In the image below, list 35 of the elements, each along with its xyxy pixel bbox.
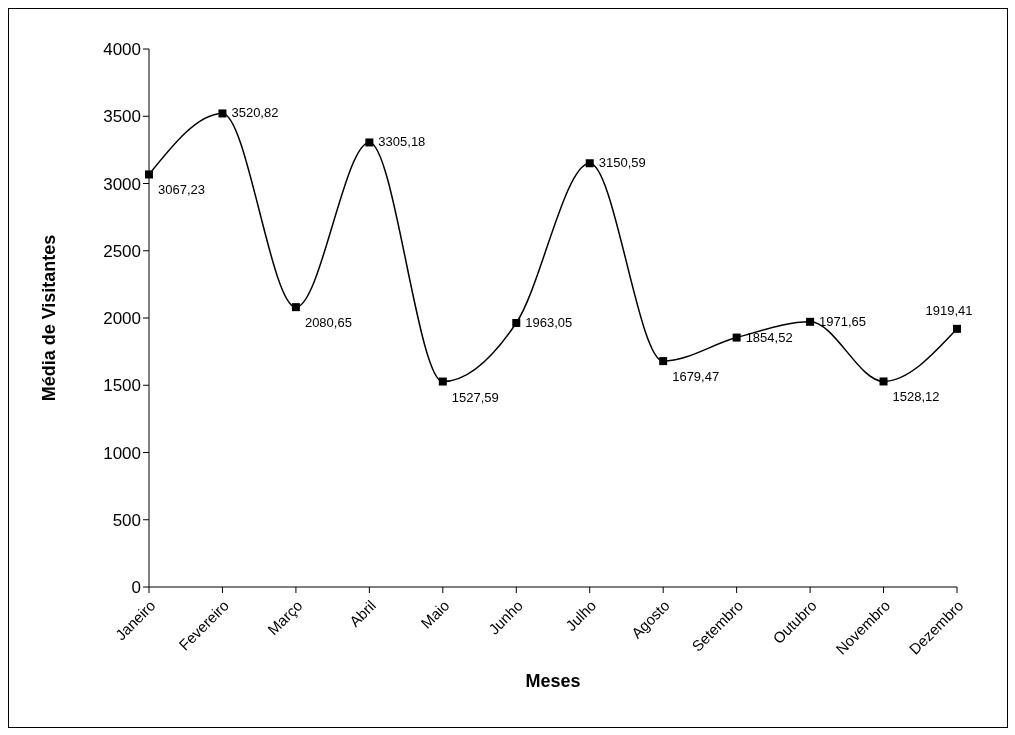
data-label: 1527,59 bbox=[451, 389, 499, 405]
x-axis-title: Meses bbox=[525, 671, 581, 691]
y-axis-title: Média de Visitantes bbox=[39, 234, 60, 402]
data-label: 1679,47 bbox=[672, 369, 720, 385]
point bbox=[806, 317, 815, 326]
y-tick-label: 3500 bbox=[103, 107, 141, 127]
data-label: 1919,41 bbox=[925, 302, 973, 318]
data-label: 3150,59 bbox=[598, 155, 646, 171]
point bbox=[732, 333, 741, 342]
point bbox=[659, 357, 668, 366]
data-label: 1971,65 bbox=[819, 313, 867, 329]
point bbox=[291, 303, 300, 312]
point bbox=[365, 138, 374, 147]
point bbox=[438, 377, 447, 386]
point bbox=[218, 109, 227, 118]
data-label: 1528,12 bbox=[892, 389, 940, 405]
point bbox=[145, 170, 153, 179]
point bbox=[585, 159, 594, 168]
y-tick-label: 4000 bbox=[103, 40, 141, 60]
y-tick-label: 1000 bbox=[103, 443, 141, 463]
y-tick-label: 1500 bbox=[103, 376, 141, 396]
data-label: 1854,52 bbox=[745, 329, 793, 345]
y-tick-label: 2000 bbox=[103, 309, 141, 329]
y-tick-label: 500 bbox=[112, 510, 141, 530]
data-label: 3520,82 bbox=[231, 105, 279, 121]
y-tick-label: 3000 bbox=[103, 174, 141, 194]
point bbox=[512, 318, 521, 327]
data-label: 1963,05 bbox=[525, 314, 573, 330]
y-tick-label: 2500 bbox=[103, 241, 141, 261]
y-tick-label: 0 bbox=[131, 578, 141, 598]
data-label: 3305,18 bbox=[378, 134, 426, 150]
data-label: 3067,23 bbox=[158, 182, 205, 198]
point bbox=[879, 377, 888, 386]
data-label: 2080,65 bbox=[304, 315, 352, 331]
point bbox=[953, 324, 961, 333]
